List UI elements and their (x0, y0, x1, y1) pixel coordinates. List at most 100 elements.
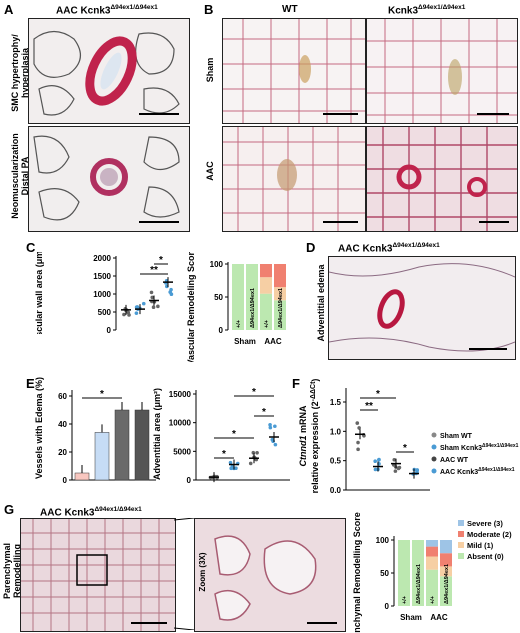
chart-g-right-category-label: +/+ (402, 596, 408, 604)
panel-label-e: E (26, 376, 35, 391)
chart-f-legend-label: Sham WT (440, 433, 473, 440)
chart-f-point (397, 465, 402, 470)
chart-c-left-point (169, 292, 174, 296)
chart-g-legend-label: Moderate (2) (467, 530, 512, 539)
chart-g-group-label: AAC (430, 613, 448, 622)
chart-c-left-tick-label: 500 (98, 308, 112, 317)
chart-f-ylabel: Ctnnd1 mRNA (298, 405, 308, 467)
chart-c-right-bar-segment (274, 287, 286, 301)
chart-c-left-tick-label: 1000 (93, 290, 111, 299)
panel-b-col-wt: WT (282, 4, 298, 15)
micrograph-g-overview (20, 518, 176, 632)
chart-f-legend-label: AAC WT (440, 457, 469, 464)
chart-e-right-point (251, 450, 256, 455)
chart-e-left-tick-label: 60 (58, 392, 67, 401)
chart-e-right: Adventitial area (μm²) 0 5000 10000 15000 *… (152, 387, 290, 485)
chart-c-right-category-label: Δ94ex1/Δ94ex1 (278, 288, 284, 328)
panel-g-title: AAC Kcnk3Δ94ex1/Δ94ex1 (40, 506, 142, 519)
chart-e-right-point (228, 460, 233, 465)
chart-g-legend-label: Absent (0) (467, 552, 504, 561)
chart-e-right-point (248, 461, 253, 466)
panel-d-title: AAC Kcnk3Δ94ex1/Δ94ex1 (338, 242, 440, 255)
micrograph-b-aac-wt (222, 126, 366, 232)
chart-g-right-bar-segment (440, 566, 452, 577)
chart-c-left-ylabel: Vascular wall area (μm²) (34, 252, 44, 334)
chart-g-legend-label: Mild (1) (467, 541, 494, 550)
chart-e-right-sig1-star: * (222, 449, 226, 460)
chart-e-right-ylabel: Adventitial area (μm²) (152, 388, 162, 480)
panel-label-g: G (4, 502, 15, 517)
chart-g-ylabel: Parenchymal Remodelling Score (%) (352, 512, 362, 633)
chart-e-left-bar (134, 409, 150, 481)
chart-f-sig3-star: * (403, 443, 407, 454)
chart-g-right-bar-segment (426, 546, 438, 557)
chart-e-right-point (268, 422, 272, 427)
chart-e-left: Vessels with Edema (%) 0 20 40 60 * (34, 377, 156, 484)
chart-e-right-sig2-star: * (232, 429, 236, 440)
chart-g-right-bar-segment (440, 540, 452, 554)
chart-c-left: Vascular wall area (μm²) 0 500 1000 1500 200… (34, 252, 174, 334)
chart-g-right-bar-segment (426, 556, 438, 570)
chart-g-right-bar-segment (412, 540, 424, 606)
chart-g-right-tick-label: 50 (380, 569, 389, 578)
chart-c-left-point (134, 311, 139, 315)
chart-g-right-tick-label: 100 (376, 536, 390, 545)
chart-c-left-point (122, 312, 126, 317)
chart-f-legend-label: Sham Kcnk3Δ94ex1/Δ94ex1 (440, 443, 519, 452)
chart-c-right-category-label: +/+ (236, 320, 242, 328)
panel-b-row-aac: AAC (205, 161, 215, 181)
chart-f-point (356, 447, 360, 452)
chart-g-right-category-label: +/+ (430, 596, 436, 604)
chart-c-right-category-label: Δ94ex1/Δ94ex1 (250, 288, 256, 328)
chart-g-right-bar-segment (426, 569, 438, 606)
chart-c-left-point (141, 301, 146, 306)
chart-e-right-tick-label: 0 (187, 476, 192, 485)
chart-f-point (392, 457, 397, 462)
chart-f-legend-marker (431, 432, 437, 438)
chart-f-tick-label: 0.5 (330, 457, 342, 466)
chart-e-right-tick-label: 5000 (173, 447, 191, 456)
chart-c-left-point (135, 305, 140, 309)
chart-g-right-bar-segment (440, 553, 452, 567)
panel-label-b: B (204, 2, 214, 17)
chart-c-right-tick-label: 100 (210, 260, 224, 269)
panel-b-row-sham: Sham (205, 57, 215, 83)
chart-e-left-bar (94, 432, 110, 481)
chart-c-left-point (156, 304, 160, 309)
chart-f-ylabel-line2: relative expression (2-ΔΔCt) (310, 379, 320, 494)
chart-f-legend-marker (431, 444, 437, 450)
chart-c-right-tick-label: 0 (219, 326, 224, 335)
micrograph-b-aac-ko (366, 126, 518, 232)
chart-g-legend-swatch (458, 553, 464, 559)
chart-c-right-category-label: +/+ (264, 320, 270, 328)
chart-g-right-bar-segment (426, 540, 438, 547)
panel-label-d: D (306, 240, 316, 255)
micrograph-g-zoom: Zoom (3X) (194, 518, 346, 632)
chart-f-tick-label: 1.5 (330, 398, 342, 407)
chart-e-left-sig-star: * (100, 389, 104, 400)
chart-f-point (373, 459, 377, 464)
chart-f-point (377, 458, 381, 462)
chart-c-left-point (150, 295, 155, 300)
chart-f-point (415, 468, 419, 473)
chart-g-right-category-label: Δ94ex1/Δ94ex1 (444, 564, 450, 604)
chart-f-legend-marker (431, 456, 437, 462)
chart-e-left-bar (114, 409, 130, 481)
chart-c-left-tick-label: 2000 (93, 254, 111, 263)
chart-e-right-point (273, 442, 278, 447)
chart-g-legend-label: Severe (3) (467, 519, 503, 528)
chart-g-group-label: Sham (400, 613, 422, 622)
chart-e-right-tick-label: 10000 (169, 419, 192, 428)
panel-b-col-ko: Kcnk3Δ94ex1/Δ94ex1 (388, 4, 466, 17)
chart-f-tick-label: 1.0 (330, 427, 342, 436)
chart-e-left-tick-label: 40 (58, 420, 67, 429)
chart-c-right: Vascular Remodeling Score (%) 0 50 100 +/+… (186, 252, 286, 362)
chart-e-right-sig3-star: * (262, 407, 266, 418)
chart-f-point (373, 467, 378, 472)
chart-f-sig2-star: * (376, 389, 380, 400)
chart-e-right-point (255, 451, 259, 455)
chart-c-right-bar-segment (274, 264, 286, 288)
chart-e-right-point (229, 466, 233, 471)
chart-f-tick-label: 0.0 (330, 486, 342, 495)
micrograph-a-bottom (28, 126, 190, 232)
